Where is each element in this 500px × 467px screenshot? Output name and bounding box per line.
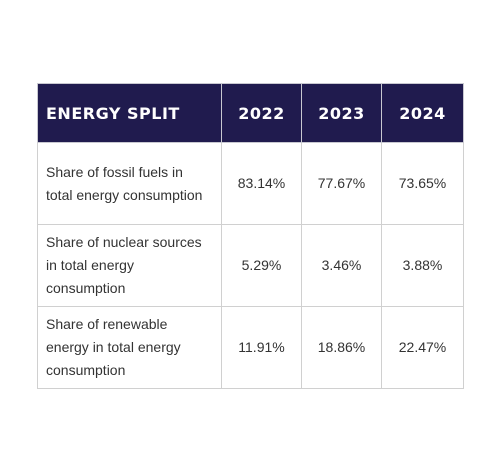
header-energy-split: ENERGY SPLIT: [37, 83, 222, 143]
row-label-nuclear: Share of nuclear sources in total energy…: [37, 224, 222, 307]
row-label-renewable: Share of renewable energy in total energ…: [37, 306, 222, 389]
table-row: Share of fossil fuels in total energy co…: [37, 142, 464, 225]
value-cell: 3.88%: [381, 224, 464, 307]
value-cell: 11.91%: [221, 306, 302, 389]
value-cell: 18.86%: [301, 306, 382, 389]
value-cell: 3.46%: [301, 224, 382, 307]
table-row: Share of nuclear sources in total energy…: [37, 224, 464, 307]
table-body: Share of fossil fuels in total energy co…: [37, 142, 464, 389]
energy-split-table: ENERGY SPLIT 2022 2023 2024 Share of fos…: [37, 83, 464, 389]
header-year-2024: 2024: [381, 83, 464, 143]
header-year-2023: 2023: [301, 83, 382, 143]
value-cell: 83.14%: [221, 142, 302, 225]
header-year-2022: 2022: [221, 83, 302, 143]
value-cell: 77.67%: [301, 142, 382, 225]
row-label-fossil-fuels: Share of fossil fuels in total energy co…: [37, 142, 222, 225]
value-cell: 22.47%: [381, 306, 464, 389]
table-header: ENERGY SPLIT 2022 2023 2024: [37, 83, 464, 143]
table-row: Share of renewable energy in total energ…: [37, 306, 464, 389]
header-row: ENERGY SPLIT 2022 2023 2024: [37, 83, 464, 143]
value-cell: 73.65%: [381, 142, 464, 225]
value-cell: 5.29%: [221, 224, 302, 307]
